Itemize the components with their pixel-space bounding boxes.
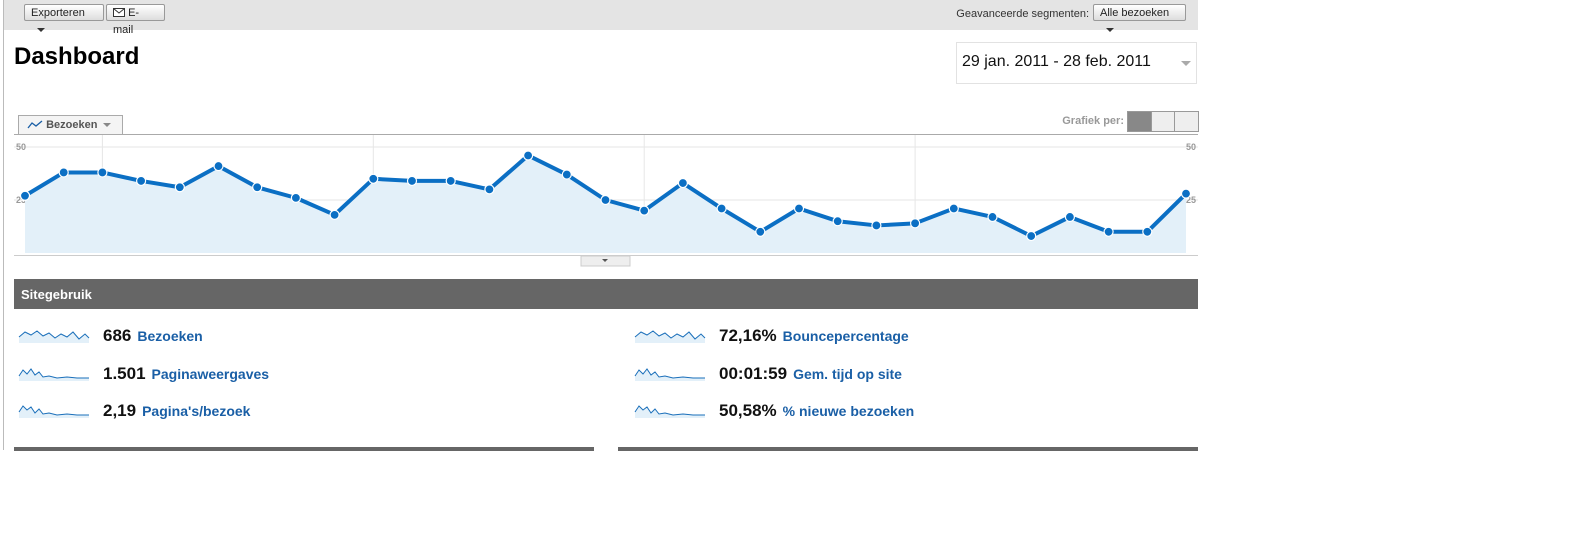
line-icon — [27, 120, 43, 129]
metric-value: 2,19 — [103, 401, 137, 420]
metric-link[interactable]: Bouncepercentage — [782, 328, 909, 344]
point — [522, 150, 534, 161]
metric: 50,58% % nieuwe bezoeken — [633, 399, 914, 423]
point — [58, 167, 69, 178]
point — [871, 220, 882, 231]
y-tick-label: 50 — [16, 142, 26, 152]
point — [948, 203, 959, 214]
point — [174, 182, 185, 193]
metric-link[interactable]: Bezoeken — [137, 328, 203, 344]
point — [213, 160, 224, 172]
segment-select[interactable]: Alle bezoeken — [1093, 4, 1186, 33]
point — [677, 177, 689, 189]
y-tick-label: 25 — [1186, 195, 1196, 205]
metric-tab[interactable]: Bezoeken — [18, 115, 123, 135]
left-border — [3, 0, 4, 450]
month-button[interactable] — [1175, 112, 1199, 131]
point — [329, 209, 340, 220]
export-label: Exporteren — [31, 7, 85, 19]
metric: 2,19 Pagina's/bezoek — [17, 399, 250, 423]
point — [290, 192, 301, 203]
day-button[interactable] — [1128, 112, 1152, 131]
segments-label: Geavanceerde segmenten: — [956, 8, 1089, 20]
metric-value: 50,58% — [719, 401, 777, 420]
point — [484, 184, 495, 195]
sparkline — [634, 405, 705, 418]
point — [1180, 188, 1192, 199]
graph-by-buttons — [1127, 111, 1199, 132]
email-label: E-mail — [113, 7, 140, 36]
point — [639, 205, 650, 216]
sparkline — [18, 405, 89, 418]
page-title: Dashboard — [14, 43, 140, 70]
sparkline — [18, 330, 90, 343]
metric-link[interactable]: % nieuwe bezoeken — [782, 403, 915, 419]
point — [445, 175, 456, 187]
segment-label: Alle bezoeken — [1100, 7, 1170, 19]
point — [406, 175, 418, 187]
metric-value: 1.501 — [103, 363, 146, 383]
point — [1026, 230, 1037, 242]
panel-header — [618, 447, 1198, 451]
sparkline — [18, 367, 89, 381]
point — [716, 203, 727, 214]
point — [561, 169, 572, 180]
point — [909, 218, 921, 229]
point — [987, 211, 998, 223]
expand-arrow — [602, 259, 608, 262]
sparkline — [634, 330, 706, 343]
metric-value: 72,16% — [719, 326, 777, 345]
point — [1064, 211, 1076, 223]
point — [793, 203, 805, 214]
date-picker[interactable]: 29 jan. 2011 - 28 feb. 2011 — [956, 42, 1197, 84]
point — [19, 190, 31, 201]
point — [136, 175, 147, 187]
section-header: Sitegebruik — [14, 279, 1198, 309]
point — [368, 173, 379, 184]
point — [97, 167, 108, 178]
panel-header — [14, 447, 594, 451]
metric-link[interactable]: Pagina's/bezoek — [142, 403, 251, 419]
sparkline — [634, 367, 705, 381]
mail-icon — [113, 8, 125, 17]
email-button[interactable]: E-mail — [106, 4, 165, 36]
metric-value: 00:01:59 — [719, 363, 788, 383]
date-range: 29 jan. 2011 - 28 feb. 2011 — [962, 53, 1151, 70]
point — [1103, 226, 1114, 237]
metric: 686 Bezoeken — [17, 324, 203, 348]
point — [755, 226, 766, 237]
toolbar — [4, 0, 1198, 30]
point — [1142, 226, 1153, 237]
metric: 1.501 Paginaweergaves — [17, 362, 269, 386]
chart: 2525505031 jan.7 feb.14 feb.21 feb. — [14, 134, 1198, 267]
point — [832, 216, 843, 227]
metric: 00:01:59 Gem. tijd op site — [633, 362, 902, 386]
y-tick-label: 25 — [16, 195, 26, 205]
y-tick-label: 50 — [1186, 142, 1196, 152]
graph-by-label: Grafiek per: — [1062, 115, 1124, 127]
export-button[interactable]: Exporteren — [24, 4, 104, 33]
metric: 72,16% Bouncepercentage — [633, 324, 909, 348]
metric-link[interactable]: Paginaweergaves — [151, 365, 270, 382]
point — [600, 194, 611, 206]
metric-value: 686 — [103, 326, 132, 345]
week-button[interactable] — [1151, 112, 1176, 131]
metric-link[interactable]: Gem. tijd op site — [793, 365, 902, 382]
point — [252, 182, 263, 193]
metric-tab-label: Bezoeken — [46, 119, 98, 131]
